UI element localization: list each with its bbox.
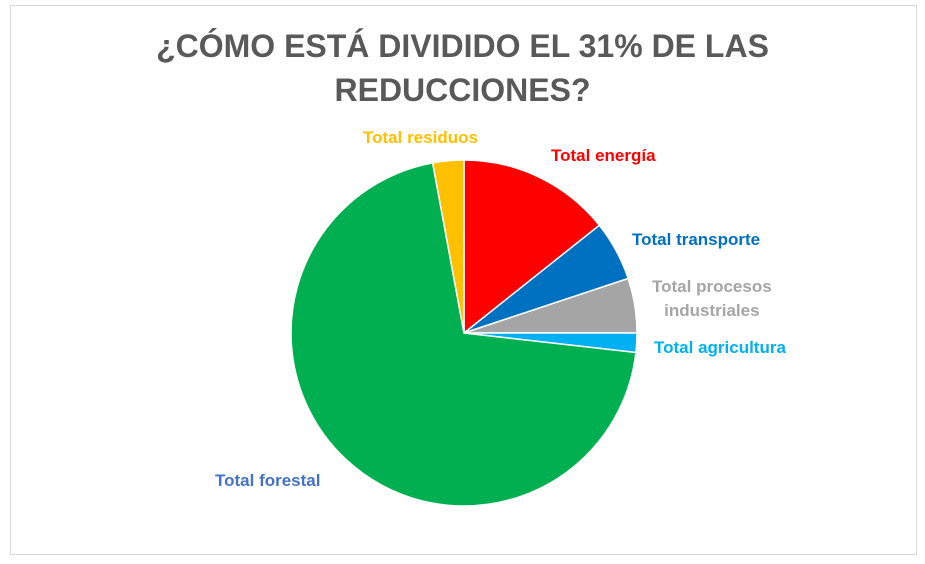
label-energia: Total energía <box>551 146 656 165</box>
label-agricultura: Total agricultura <box>654 338 786 357</box>
label-procesos-line-2: industriales <box>664 301 760 320</box>
pie-slice-5 <box>431 159 465 334</box>
label-transporte: Total transporte <box>632 230 761 249</box>
label-procesos: Total procesos industriales <box>652 275 772 323</box>
label-forestal: Total forestal <box>215 471 321 490</box>
label-residuos: Total residuos <box>363 128 478 147</box>
title-line-1: ¿CÓMO ESTÁ DIVIDIDO EL 31% DE LAS <box>156 28 769 64</box>
label-procesos-line-1: Total procesos <box>652 277 772 296</box>
chart-title: ¿CÓMO ESTÁ DIVIDIDO EL 31% DE LAS REDUCC… <box>0 24 925 112</box>
pie-slice-0 <box>463 159 601 335</box>
chart-frame <box>10 5 917 555</box>
title-line-2: REDUCCIONES? <box>334 72 591 108</box>
pie-slice-4 <box>290 161 637 507</box>
